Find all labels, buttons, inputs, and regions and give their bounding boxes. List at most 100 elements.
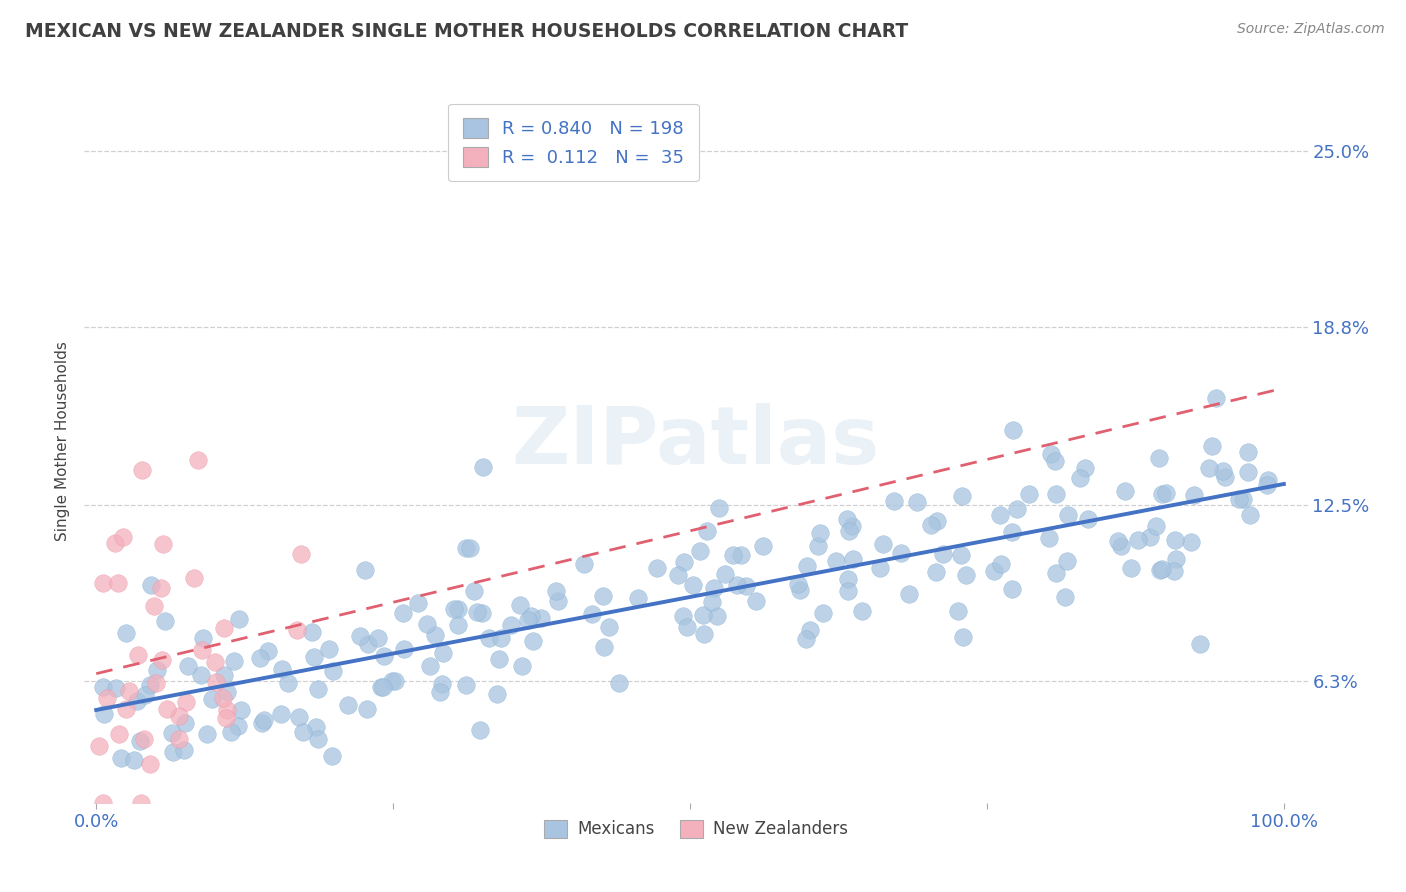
Point [307, 681, 329, 696]
Point [807, 539, 830, 553]
Point [799, 623, 821, 637]
Point [1147, 451, 1170, 466]
Point [1107, 533, 1129, 548]
Point [1257, 473, 1279, 487]
Point [872, 536, 894, 550]
Legend: Mexicans, New Zealanders: Mexicans, New Zealanders [537, 813, 855, 845]
Point [249, 650, 271, 665]
Point [789, 582, 811, 597]
Point [950, 489, 973, 503]
Point [307, 732, 329, 747]
Point [1232, 491, 1254, 506]
Point [167, 731, 190, 746]
Point [837, 573, 859, 587]
Point [392, 642, 415, 657]
Point [796, 558, 818, 573]
Point [1077, 512, 1099, 526]
Point [287, 623, 309, 637]
Point [373, 648, 395, 663]
Text: MEXICAN VS NEW ZEALANDER SINGLE MOTHER HOUSEHOLDS CORRELATION CHART: MEXICAN VS NEW ZEALANDER SINGLE MOTHER H… [25, 22, 908, 41]
Point [1074, 461, 1097, 475]
Point [463, 583, 485, 598]
Point [152, 537, 174, 551]
Point [682, 578, 704, 592]
Point [927, 514, 949, 528]
Point [226, 719, 249, 733]
Point [456, 678, 478, 692]
Point [150, 582, 173, 596]
Point [752, 539, 775, 553]
Point [201, 692, 224, 706]
Point [1114, 484, 1136, 499]
Point [204, 655, 226, 669]
Point [890, 546, 912, 560]
Point [1239, 508, 1261, 523]
Point [544, 584, 567, 599]
Point [675, 620, 697, 634]
Point [592, 590, 614, 604]
Point [1164, 533, 1187, 547]
Point [408, 596, 430, 610]
Point [1039, 447, 1062, 461]
Point [91, 680, 114, 694]
Point [1237, 445, 1260, 459]
Point [522, 634, 544, 648]
Point [925, 565, 948, 579]
Point [146, 663, 169, 677]
Point [478, 631, 501, 645]
Point [104, 681, 127, 695]
Point [1213, 469, 1236, 483]
Point [1056, 554, 1078, 568]
Point [211, 691, 233, 706]
Point [270, 707, 292, 722]
Point [1227, 491, 1250, 506]
Point [349, 629, 371, 643]
Point [988, 508, 1011, 522]
Point [693, 627, 716, 641]
Point [222, 654, 245, 668]
Point [627, 591, 650, 605]
Point [110, 751, 132, 765]
Point [510, 658, 533, 673]
Point [689, 544, 711, 558]
Point [118, 683, 141, 698]
Point [572, 557, 595, 571]
Point [1166, 551, 1188, 566]
Point [905, 495, 928, 509]
Point [191, 642, 214, 657]
Point [139, 678, 162, 692]
Point [491, 632, 513, 646]
Point [195, 727, 218, 741]
Point [787, 577, 810, 591]
Point [825, 554, 848, 568]
Point [104, 535, 127, 549]
Point [837, 511, 859, 525]
Point [1212, 464, 1234, 478]
Point [370, 680, 392, 694]
Point [131, 463, 153, 477]
Point [1001, 582, 1024, 597]
Point [520, 609, 543, 624]
Point [581, 607, 603, 622]
Point [93, 796, 115, 810]
Point [305, 720, 328, 734]
Point [219, 725, 242, 739]
Point [593, 640, 616, 654]
Point [673, 555, 696, 569]
Point [187, 452, 209, 467]
Text: Source: ZipAtlas.com: Source: ZipAtlas.com [1237, 22, 1385, 37]
Point [214, 621, 236, 635]
Point [714, 567, 737, 582]
Point [150, 653, 173, 667]
Point [214, 711, 236, 725]
Point [1198, 460, 1220, 475]
Point [287, 710, 309, 724]
Point [107, 727, 129, 741]
Point [354, 564, 377, 578]
Point [672, 609, 695, 624]
Point [547, 593, 569, 607]
Point [1043, 454, 1066, 468]
Point [292, 725, 315, 739]
Point [509, 598, 531, 612]
Point [193, 632, 215, 646]
